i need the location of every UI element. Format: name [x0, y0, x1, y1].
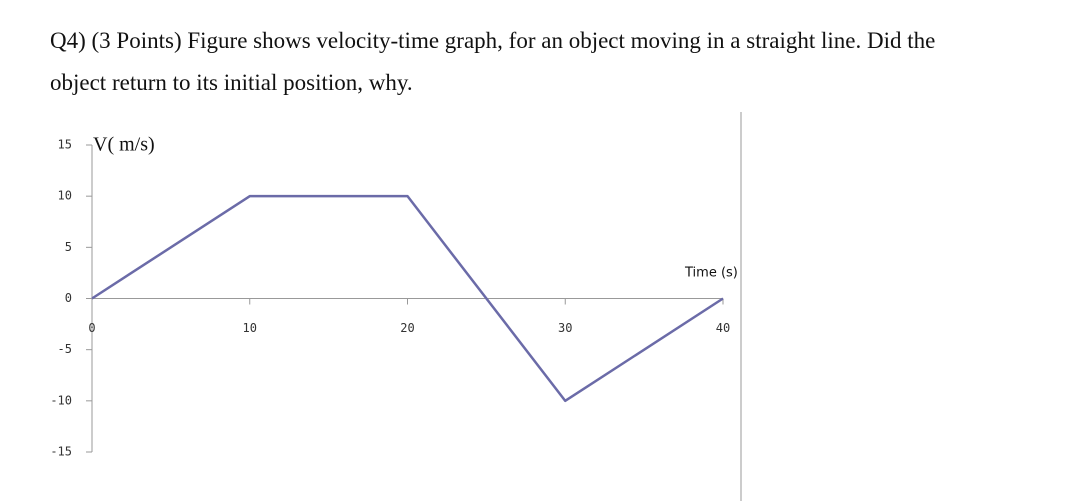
- x-axis-label: Time (s): [684, 266, 738, 281]
- question-line: Q4) (3 Points) Figure shows velocity-tim…: [50, 28, 936, 53]
- question-line: object return to its initial position, w…: [50, 70, 413, 95]
- y-tick-label: 0: [65, 291, 72, 305]
- x-tick-label: 40: [716, 321, 730, 335]
- x-tick-label: 20: [400, 321, 414, 335]
- y-tick-label: -5: [58, 342, 72, 356]
- y-tick-label: 5: [65, 240, 72, 254]
- x-tick-label: 0: [88, 321, 95, 335]
- y-axis-label: V( m/s): [93, 134, 155, 156]
- x-tick-label: 10: [243, 321, 257, 335]
- y-tick-label: -10: [50, 393, 72, 407]
- line-series: [91, 194, 724, 403]
- y-tick-label: 15: [58, 138, 72, 152]
- y-tick-label: -15: [50, 445, 72, 459]
- y-tick-label: 10: [58, 189, 72, 203]
- x-tick-label: 30: [558, 321, 572, 335]
